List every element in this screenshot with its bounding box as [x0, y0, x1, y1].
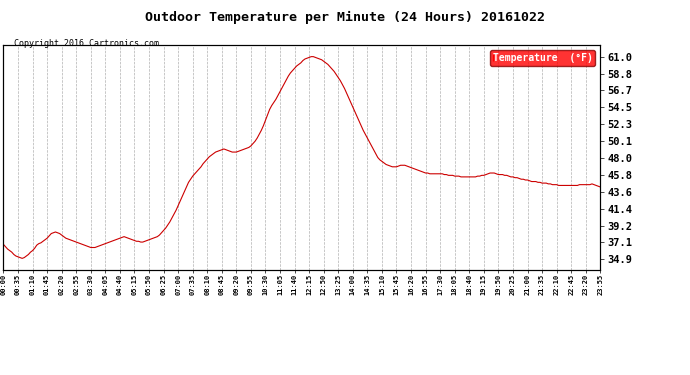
- Text: Outdoor Temperature per Minute (24 Hours) 20161022: Outdoor Temperature per Minute (24 Hours…: [145, 11, 545, 24]
- Legend: Temperature  (°F): Temperature (°F): [490, 50, 595, 66]
- Text: Copyright 2016 Cartronics.com: Copyright 2016 Cartronics.com: [14, 39, 159, 48]
